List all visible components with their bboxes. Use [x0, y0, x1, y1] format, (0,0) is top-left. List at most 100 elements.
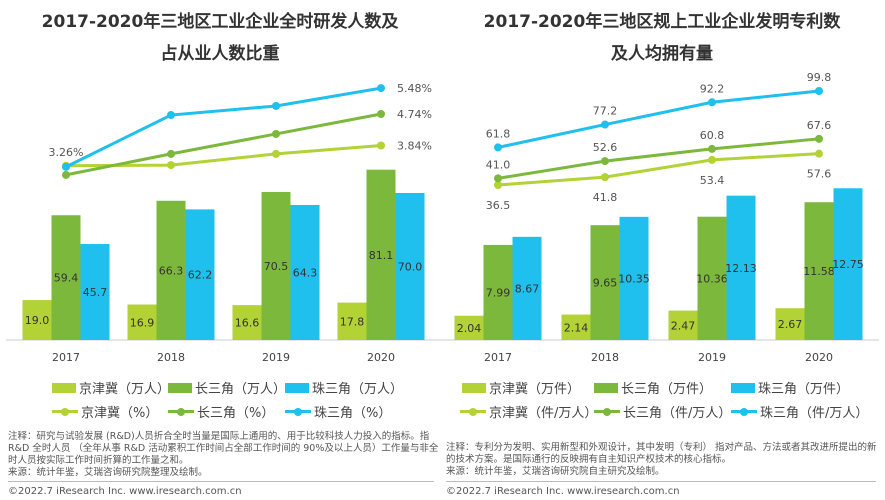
line-point-csj	[708, 144, 716, 153]
right-copyright: ©2022.7 iResearch Inc. www.iresearch.com…	[446, 486, 680, 497]
legend-line-csj	[168, 407, 194, 416]
line-point-csj	[377, 110, 385, 118]
legend-line-zsj	[731, 407, 757, 416]
line-label: 41.0	[486, 158, 511, 171]
line-point-jjj	[272, 149, 280, 158]
bar-label: 7.99	[486, 286, 511, 299]
line-zsj	[65, 86, 382, 169]
bar-label: 66.3	[159, 264, 184, 277]
line-point-csj	[815, 134, 823, 143]
legend-label: 珠三角（件/万人）	[760, 406, 869, 421]
bar-zsj	[80, 244, 110, 340]
bar-label: 17.8	[340, 315, 365, 328]
line-point-zsj	[62, 162, 70, 171]
x-tick-label: 2017	[52, 351, 80, 364]
line-label: 99.8	[807, 71, 832, 84]
bar-label: 2.14	[564, 321, 589, 334]
line-point-csj	[272, 129, 280, 138]
line-csj	[497, 137, 820, 180]
bar-csj	[590, 225, 620, 340]
bar-zsj	[512, 236, 542, 340]
line-point-csj	[62, 170, 70, 179]
legend-label: 长三角（万件）	[621, 382, 713, 397]
bar-label: 70.5	[264, 260, 289, 273]
line-csj	[65, 112, 382, 177]
bar-label: 16.6	[235, 317, 260, 330]
bar-label: 2.04	[457, 322, 482, 335]
bar-csj	[156, 200, 186, 340]
left-divider	[8, 481, 434, 482]
line-point-jjj	[167, 161, 175, 170]
line-label: 52.6	[593, 141, 618, 154]
right-source: 来源：统计年鉴，艾瑞咨询研究院自主研究及绘制。	[446, 466, 665, 477]
legend-label: 京津冀（万件）	[489, 382, 581, 397]
legend-label: 长三角（万人）	[195, 382, 287, 397]
x-tick-label: 2017	[484, 351, 512, 364]
bar-label: 2.47	[671, 319, 696, 332]
bar-label: 2.67	[778, 318, 803, 331]
bar-csj	[804, 202, 834, 340]
bar-zsj	[619, 216, 649, 340]
line-point-zsj	[601, 120, 609, 129]
x-tick-label: 2018	[157, 351, 185, 364]
bar-csj	[483, 244, 513, 340]
bar-zsj	[185, 209, 215, 340]
bar-label: 81.1	[369, 249, 394, 262]
bar-csj	[261, 191, 291, 340]
right-title-line1: 2017-2020年三地区规上工业企业发明专利数	[483, 12, 841, 32]
x-tick-label: 2019	[698, 351, 726, 364]
bar-jjj	[232, 305, 262, 340]
bar-label: 62.2	[188, 269, 213, 282]
bar-jjj	[22, 300, 52, 340]
bar-jjj	[775, 308, 805, 340]
line-label: 4.74%	[397, 108, 432, 121]
legend-swatch-csj-bar	[168, 382, 192, 393]
bar-label: 45.7	[83, 286, 108, 299]
bar-label: 8.67	[515, 282, 540, 295]
legend-line-jjj	[460, 407, 486, 416]
line-label: 36.5	[486, 199, 511, 212]
legend-label: 长三角（件/万人）	[623, 406, 732, 421]
line-jjj	[65, 144, 382, 168]
bar-csj	[51, 215, 81, 340]
line-label: 5.48%	[397, 82, 432, 95]
line-label: 53.4	[700, 174, 725, 187]
line-point-jjj	[708, 155, 716, 164]
bar-jjj	[668, 310, 698, 340]
right-divider	[446, 481, 876, 482]
legend-label: 长三角（%）	[197, 406, 275, 421]
legend-label: 珠三角（万件）	[758, 382, 850, 397]
bar-zsj	[726, 195, 756, 340]
bar-csj	[366, 169, 396, 340]
line-point-csj	[494, 174, 502, 183]
line-label: 77.2	[593, 105, 618, 118]
line-label: 67.6	[807, 119, 832, 132]
legend-swatch-jjj-bar	[52, 382, 76, 393]
line-label: 3.84%	[397, 140, 432, 153]
line-point-jjj	[377, 141, 385, 150]
bar-zsj	[833, 188, 863, 340]
x-tick-label: 2019	[262, 351, 290, 364]
line-point-zsj	[272, 101, 280, 110]
bar-jjj	[561, 314, 591, 340]
x-tick-label: 2018	[591, 351, 619, 364]
bar-zsj	[395, 193, 425, 340]
bar-jjj	[454, 315, 484, 340]
legend-label: 京津冀（件/万人）	[489, 406, 598, 421]
legend-label: 京津冀（万人）	[79, 382, 171, 397]
bar-csj	[697, 216, 727, 340]
bar-label: 12.13	[725, 262, 757, 275]
line-label: 3.26%	[49, 146, 84, 159]
legend-swatch-zsj-bar	[285, 382, 309, 393]
right-chart-title: 2017-2020年三地区规上工业企业发明专利数 及人均拥有量	[442, 6, 882, 70]
line-point-jjj	[815, 149, 823, 158]
line-point-csj	[167, 149, 175, 158]
legend-label: 京津冀（%）	[81, 406, 159, 421]
line-label: 57.6	[807, 168, 832, 181]
line-point-zsj	[167, 111, 175, 120]
line-label: 92.2	[700, 82, 725, 95]
right-note: 注释：专利分为发明、实用新型和外观设计，其中发明（专利） 指对产品、方法或者其改…	[446, 442, 878, 478]
bar-zsj	[290, 204, 320, 340]
